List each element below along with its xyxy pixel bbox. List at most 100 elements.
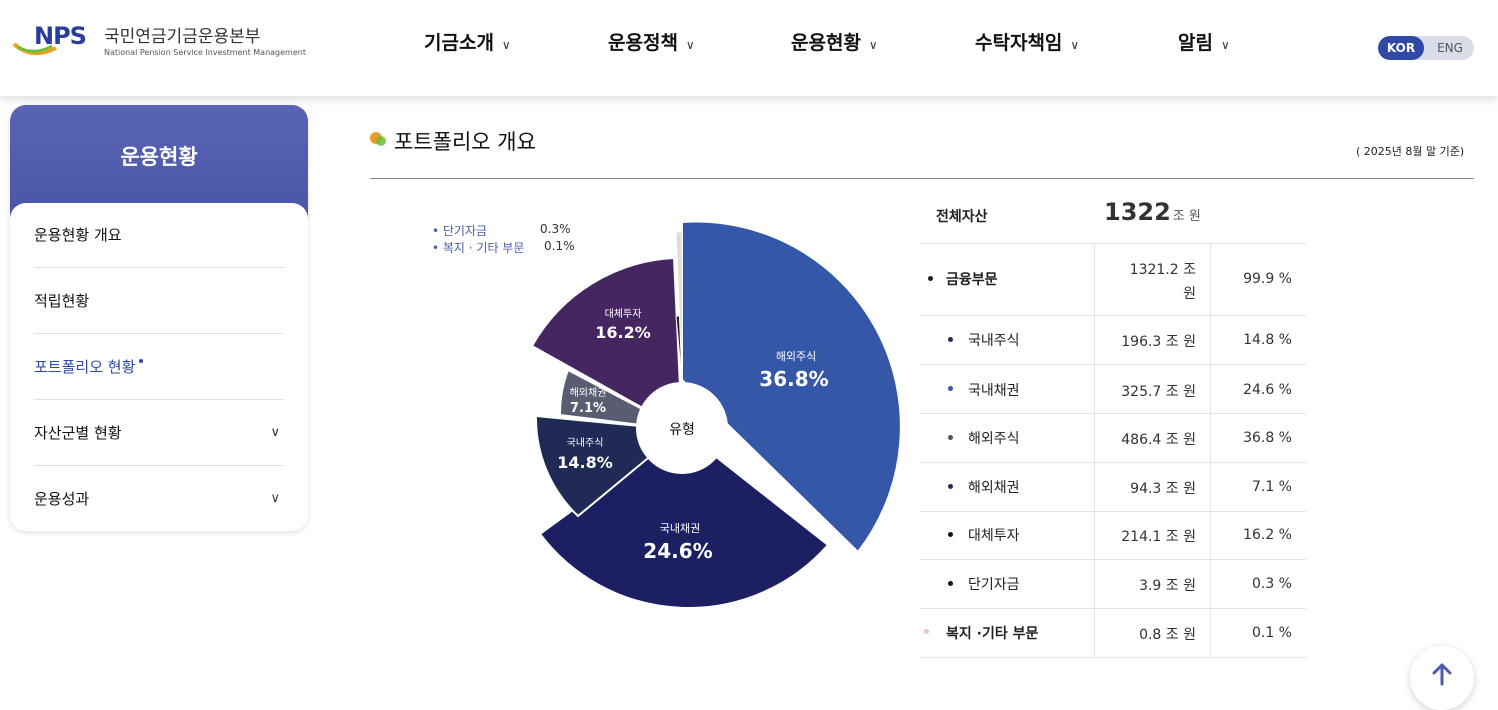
column-divider <box>1210 243 1211 657</box>
sidebar-item-label: 자산군별 현황 <box>34 424 122 442</box>
row-amount: 214.1 조 원 <box>1121 529 1196 545</box>
row-percent: 16.2 % <box>1243 527 1292 543</box>
slice-label-name: 해외채권 <box>570 386 607 399</box>
row-amount: 196.3 조 원 <box>1121 334 1196 350</box>
row-label: 대체투자 <box>968 528 1020 544</box>
pie-chart: 유형 해외주식 36.8% 국내채권 24.6% 국내주식 14.8% 해외채권… <box>530 220 902 609</box>
row-divider <box>920 243 1306 244</box>
active-dot-icon <box>139 359 144 363</box>
center-label: 유형 <box>669 422 695 438</box>
org-name-en: National Pension Service Investment Mana… <box>104 48 306 57</box>
row-divider <box>920 462 1306 463</box>
site-header: NPS 국민연금기금운용본부 National Pension Service … <box>0 0 1498 96</box>
row-percent: 0.3 % <box>1251 576 1292 592</box>
scroll-top-button[interactable] <box>1410 646 1474 710</box>
nps-logo[interactable]: NPS 국민연금기금운용본부 National Pension Service … <box>12 20 306 64</box>
bullet-icon <box>948 386 953 391</box>
bullet-icon <box>928 276 933 281</box>
logo-text: NPS <box>34 22 87 50</box>
bullet-icon <box>948 484 953 489</box>
slice-overseas-equity[interactable] <box>681 220 902 554</box>
slice-label-pct: 16.2% <box>595 323 651 342</box>
sidebar-item-label: 운용성과 <box>34 490 90 508</box>
nav-label: 기금소개 <box>424 32 494 54</box>
nav-item-stewardship[interactable]: 수탁자책임 ∨ <box>975 28 1079 55</box>
row-divider <box>920 657 1306 658</box>
slice-label-pct: 24.6% <box>643 539 712 563</box>
row-amount: 0.8 조 원 <box>1139 627 1196 643</box>
total-assets-unit: 조 원 <box>1172 209 1201 224</box>
legend-value: 0.3% <box>540 222 571 236</box>
slice-domestic-bond[interactable] <box>538 428 830 609</box>
sidebar-title: 운용현황 <box>120 145 198 169</box>
row-label: 해외채권 <box>968 480 1020 496</box>
row-percent: 36.8 % <box>1243 430 1292 446</box>
chevron-down-icon: ∨ <box>1070 38 1080 52</box>
legend-value: 0.1% <box>544 239 575 253</box>
page-title: 포트폴리오 개요 <box>394 130 536 154</box>
nav-label: 운용현황 <box>791 32 861 54</box>
slice-label-name: 국내주식 <box>567 437 604 449</box>
title-divider <box>370 178 1474 179</box>
legend-label: • 복지 · 기타 부문 <box>432 241 525 255</box>
total-assets-label: 전체자산 <box>936 209 988 225</box>
row-divider <box>920 511 1306 512</box>
row-label: 국내채권 <box>968 383 1020 399</box>
sidebar-item-overview[interactable]: 운용현황 개요 <box>34 203 284 268</box>
sidebar-item-performance[interactable]: 운용성과 ∨ <box>34 467 284 531</box>
bullet-icon <box>948 435 953 440</box>
row-divider <box>920 364 1306 365</box>
nav-item-notice[interactable]: 알림 ∨ <box>1178 28 1230 55</box>
portfolio-chart: • 단기자금 0.3% • 복지 · 기타 부문 0.1% 유형 해외주식 36… <box>420 190 902 620</box>
row-percent: 24.6 % <box>1243 382 1292 398</box>
row-percent: 0.1 % <box>1251 625 1292 641</box>
sidebar-item-label: 적립현황 <box>34 292 90 310</box>
row-percent: 7.1 % <box>1251 479 1292 495</box>
lang-kor-button[interactable]: KOR <box>1378 36 1424 60</box>
slice-label-pct: 36.8% <box>759 367 828 391</box>
row-amount: 1321.2 조 <box>1129 262 1196 278</box>
row-amount: 486.4 조 원 <box>1121 432 1196 448</box>
column-divider <box>1094 243 1095 657</box>
row-amount-unit: 원 <box>1183 286 1196 302</box>
title-bullet-icon <box>376 136 386 146</box>
row-label: 금융부문 <box>946 272 998 288</box>
slice-label-name: 해외주식 <box>776 349 816 363</box>
slice-welfare[interactable] <box>675 231 683 381</box>
nav-item-status[interactable]: 운용현황 ∨ <box>791 28 878 55</box>
sidebar-item-accumulation[interactable]: 적립현황 <box>34 269 284 334</box>
slice-alternative[interactable] <box>530 256 684 432</box>
bullet-icon <box>948 581 953 586</box>
nav-item-fund-intro[interactable]: 기금소개 ∨ <box>424 28 511 55</box>
sidebar-item-portfolio[interactable]: 포트폴리오 현황 <box>34 335 284 400</box>
nav-label: 수탁자책임 <box>975 32 1063 54</box>
org-name-kr: 국민연금기금운용본부 <box>104 27 261 47</box>
row-divider <box>920 413 1306 414</box>
legend-label: • 단기자금 <box>432 224 488 238</box>
lang-eng-button[interactable]: ENG <box>1437 41 1463 55</box>
total-assets-number: 1322 <box>1104 198 1171 226</box>
row-divider <box>920 315 1306 316</box>
row-amount: 94.3 조 원 <box>1130 481 1196 497</box>
chart-center <box>636 382 728 474</box>
legend-welfare: • 복지 · 기타 부문 0.1% <box>432 239 575 256</box>
sidebar: 운용현황 운용현황 개요 적립현황 포트폴리오 현황 자산군별 현황 ∨ 운용성… <box>10 105 308 531</box>
row-label: 복지 ·기타 부문 <box>946 626 1039 642</box>
chevron-down-icon: ∨ <box>270 425 280 440</box>
row-divider <box>920 559 1306 560</box>
nps-logo-icon <box>12 42 57 56</box>
chevron-down-icon: ∨ <box>685 38 695 52</box>
nav-label: 알림 <box>1178 32 1213 54</box>
chevron-down-icon: ∨ <box>270 491 280 506</box>
row-label: 단기자금 <box>968 577 1020 593</box>
row-amount: 3.9 조 원 <box>1139 578 1196 594</box>
slice-label-name: 국내채권 <box>660 522 700 535</box>
sidebar-item-asset-class[interactable]: 자산군별 현황 ∨ <box>34 401 284 466</box>
arrow-up-icon <box>1432 663 1452 686</box>
language-toggle: KOR ENG <box>1378 36 1474 60</box>
slice-label-pct: 14.8% <box>557 453 613 472</box>
row-divider <box>920 608 1306 609</box>
nav-item-policy[interactable]: 운용정책 ∨ <box>608 28 695 55</box>
sidebar-menu: 운용현황 개요 적립현황 포트폴리오 현황 자산군별 현황 ∨ 운용성과 ∨ <box>10 203 308 531</box>
row-label: 국내주식 <box>968 333 1020 349</box>
